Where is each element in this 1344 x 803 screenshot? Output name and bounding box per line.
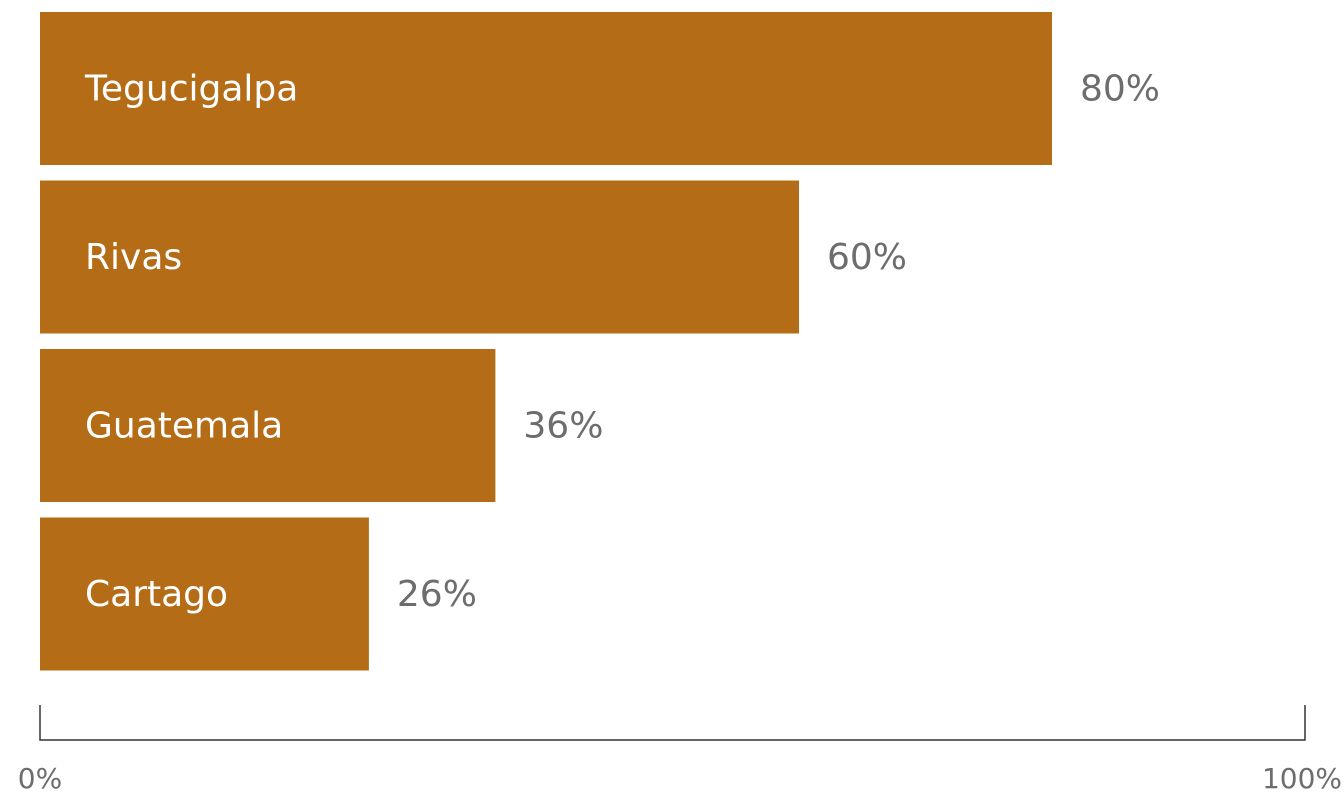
bar-value-label: 26% xyxy=(397,574,477,615)
x-tick-label-max: 100% xyxy=(1262,762,1342,795)
bar-cartago xyxy=(40,517,369,671)
bar-category-label: Guatemala xyxy=(85,406,283,447)
bar-category-label: Cartago xyxy=(85,574,228,615)
bar-value-label: 60% xyxy=(827,237,907,278)
bar-tegucigalpa xyxy=(40,12,1052,165)
x-axis-line xyxy=(39,705,1306,741)
bar-category-label: Rivas xyxy=(85,237,182,278)
bar-value-label: 36% xyxy=(523,406,603,447)
bar-rivas xyxy=(40,180,799,334)
bar-guatemala xyxy=(40,349,496,502)
bar-category-label: Tegucigalpa xyxy=(84,69,298,110)
x-tick-label-min: 0% xyxy=(18,762,62,795)
bar-value-label: 80% xyxy=(1080,69,1160,110)
